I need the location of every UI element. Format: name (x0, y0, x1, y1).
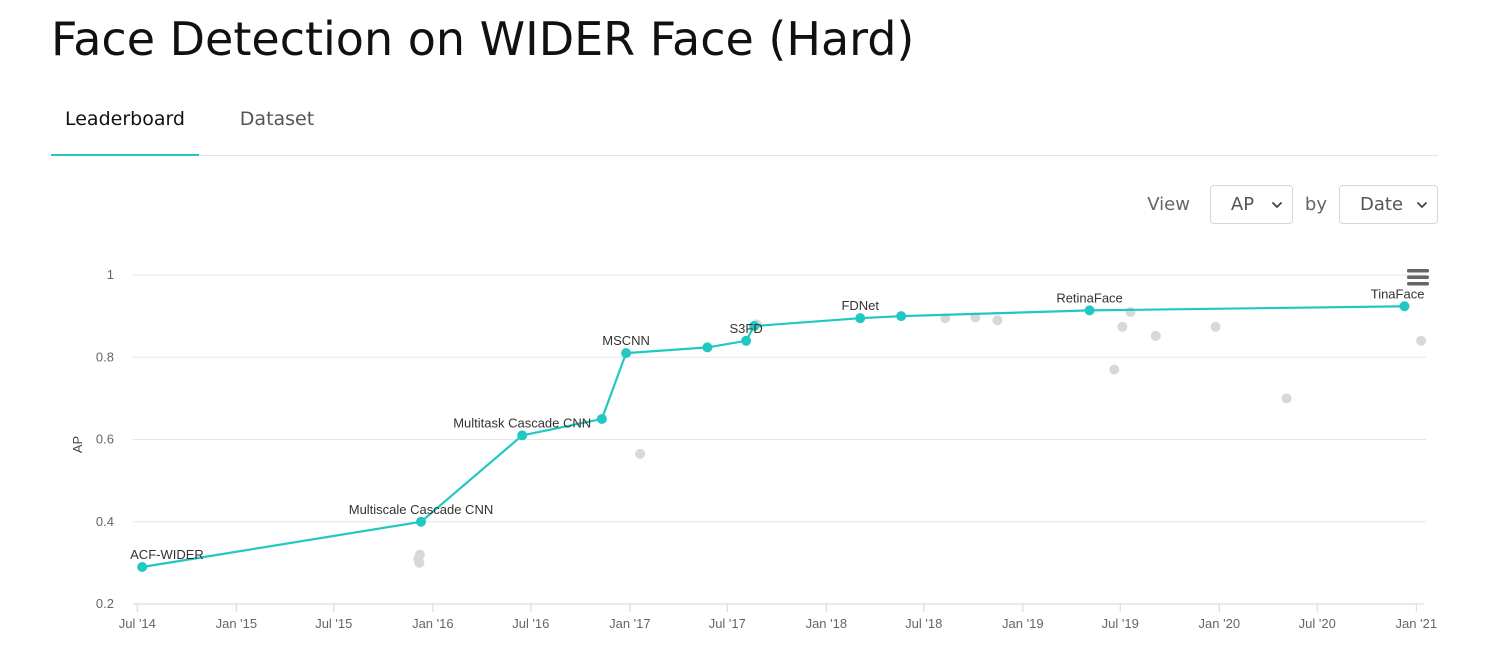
y-tick-label: 0.6 (96, 432, 114, 447)
chart-controls: View AP by Date (1147, 184, 1438, 225)
sota-point-label: Multiscale Cascade CNN (349, 502, 494, 517)
chevron-down-icon (1417, 202, 1427, 208)
sota-point (1399, 301, 1410, 312)
other-result-point (414, 549, 425, 560)
chevron-down-icon (1272, 202, 1282, 208)
tab-leaderboard[interactable]: Leaderboard (51, 98, 199, 156)
y-tick-label: 0.8 (96, 349, 114, 364)
chart-area: 0.2 0.4 0.6 0.8 1 Jul '14 Jan '15 Jul '15 Jan '1… (0, 240, 1507, 649)
tab-bar: Leaderboard Dataset (51, 98, 1438, 156)
sota-point-label: RetinaFace (1056, 290, 1122, 305)
sota-point (596, 413, 607, 424)
y-axis-title: AP (70, 436, 85, 453)
other-result-point (992, 315, 1003, 326)
x-tick-label: Jul '19 (1102, 616, 1139, 631)
x-tick-label: Jul '18 (905, 616, 942, 631)
by-label: by (1304, 194, 1327, 215)
x-tick-label: Jan '18 (806, 616, 848, 631)
sota-point-label: MSCNN (602, 333, 650, 348)
sota-point (415, 516, 426, 527)
grid-lines (133, 274, 1426, 523)
sota-point (137, 561, 148, 572)
other-result-point (1109, 364, 1120, 375)
x-tick-label: Jan '17 (609, 616, 651, 631)
sota-line (142, 305, 1405, 569)
y-tick-label: 1 (107, 267, 114, 282)
axes: 0.2 0.4 0.6 0.8 1 Jul '14 Jan '15 Jul '15 Jan '1… (70, 267, 1437, 631)
x-tick-label: Jul '14 (119, 616, 156, 631)
hamburger-menu-icon[interactable] (1407, 269, 1429, 286)
sota-point (896, 311, 907, 322)
sota-point (517, 430, 528, 441)
sota-point (1084, 305, 1095, 316)
sota-point-label: TinaFace (1371, 286, 1425, 301)
other-result-point (1281, 393, 1292, 404)
tab-dataset[interactable]: Dataset (239, 108, 315, 130)
x-tick-label: Jan '21 (1396, 616, 1438, 631)
sota-series (137, 301, 1410, 572)
sota-point (749, 320, 760, 331)
sort-by-select-value: Date (1360, 194, 1404, 215)
x-tick-label: Jan '20 (1199, 616, 1241, 631)
sota-point-label: Multitask Cascade CNN (453, 415, 591, 430)
sota-chart: 0.2 0.4 0.6 0.8 1 Jul '14 Jan '15 Jul '15 Jan '1… (70, 267, 1437, 631)
other-result-point (1210, 321, 1221, 332)
y-tick-label: 0.4 (96, 514, 114, 529)
other-result-point (1416, 335, 1427, 346)
x-tick-label: Jul '15 (315, 616, 352, 631)
x-tick-label: Jan '16 (412, 616, 454, 631)
other-result-point (414, 557, 425, 568)
sort-by-select[interactable]: Date (1339, 185, 1438, 224)
y-tick-label: 0.2 (96, 596, 114, 611)
x-tick-label: Jan '19 (1002, 616, 1044, 631)
sota-point-label: S3FD (730, 321, 763, 336)
sota-point-label: FDNet (841, 298, 879, 313)
metric-select-value: AP (1230, 194, 1255, 215)
other-result-point (1150, 330, 1161, 341)
x-tick-label: Jul '20 (1299, 616, 1336, 631)
sota-point (741, 335, 752, 346)
other-result-point (635, 448, 646, 459)
x-tick-label: Jul '17 (709, 616, 746, 631)
other-result-point (1125, 307, 1136, 318)
sota-point (621, 348, 632, 359)
page-title: Face Detection on WIDER Face (Hard) (51, 12, 915, 66)
sota-point-label: ACF-WIDER (130, 547, 204, 562)
sota-point (702, 342, 713, 353)
other-result-point (1117, 321, 1128, 332)
view-label: View (1147, 194, 1190, 215)
metric-select[interactable]: AP (1209, 185, 1293, 224)
sota-point (855, 313, 866, 324)
other-results (413, 307, 1427, 568)
point-labels: ACF-WIDER Multiscale Cascade CNN Multitask… (130, 286, 1424, 562)
x-tick-label: Jul '16 (512, 616, 549, 631)
x-tick-label: Jan '15 (216, 616, 258, 631)
